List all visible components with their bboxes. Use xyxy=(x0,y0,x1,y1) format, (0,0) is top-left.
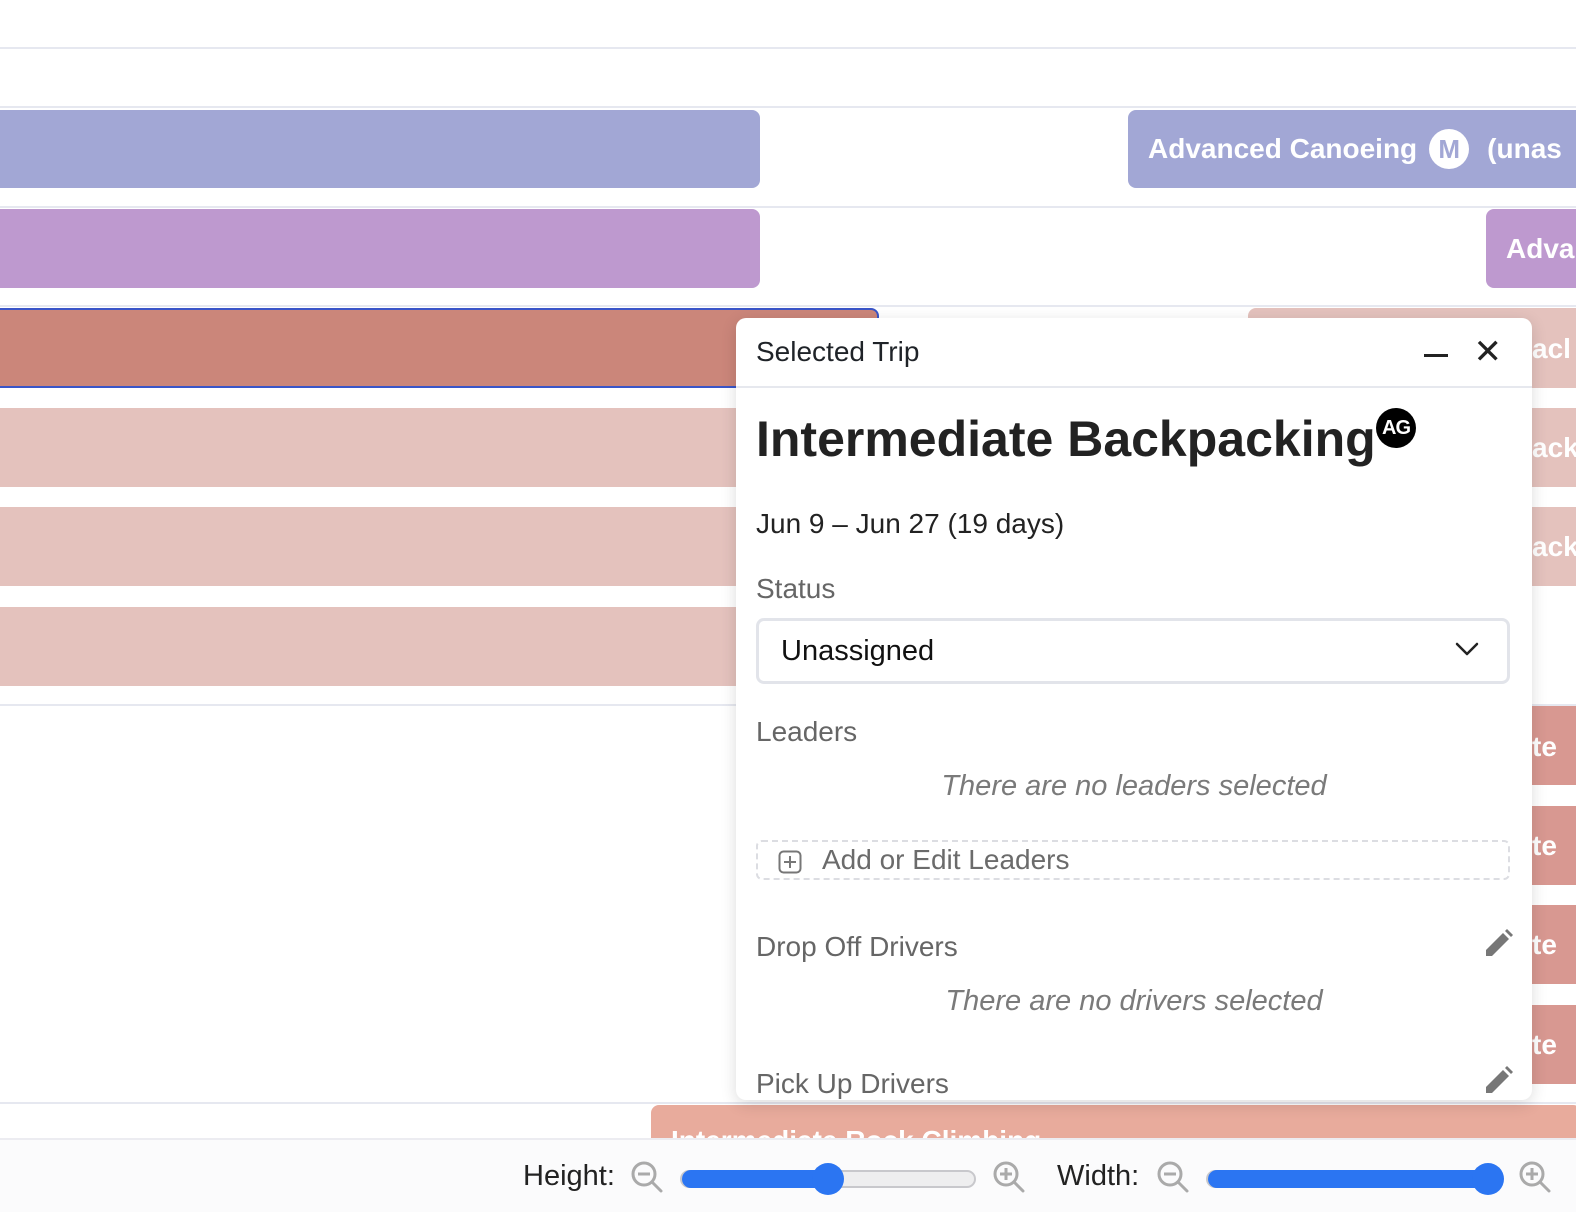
trip-bar-label: acl xyxy=(1532,333,1571,364)
trip-bar-label: te xyxy=(1532,1029,1557,1060)
slider-fill xyxy=(1208,1170,1489,1188)
trip-bar-advanced-lavender[interactable]: Adva xyxy=(1486,209,1576,288)
status-label: Status xyxy=(756,573,836,604)
trip-bar-label: Advanced Canoeing xyxy=(1148,133,1418,164)
leader-badge: M xyxy=(1429,129,1470,169)
zoom-in-icon[interactable] xyxy=(992,1160,1026,1194)
chevron-down-icon xyxy=(1455,642,1479,656)
leaders-label: Leaders xyxy=(756,716,858,747)
slider-fill xyxy=(682,1170,828,1188)
zoom-out-icon[interactable] xyxy=(630,1160,664,1194)
trip-bar-label: te xyxy=(1532,929,1557,960)
trip-bar-pink[interactable] xyxy=(0,507,748,586)
trip-badge: AG xyxy=(1376,408,1416,448)
trip-bar-pink[interactable] xyxy=(0,607,748,686)
dropoff-drivers-label: Drop Off Drivers xyxy=(756,931,958,962)
row-divider xyxy=(0,47,1576,49)
trip-bar-label: ack xyxy=(1532,432,1576,463)
edit-dropoff-pencil-icon[interactable] xyxy=(1482,928,1514,960)
trip-bar-advanced-canoeing[interactable]: Advanced Canoeing M (unas xyxy=(1128,110,1576,188)
edit-pickup-pencil-icon[interactable] xyxy=(1482,1065,1514,1097)
width-slider[interactable] xyxy=(1206,1163,1505,1195)
trip-bar-label: te xyxy=(1532,830,1557,861)
height-slider[interactable] xyxy=(680,1163,976,1195)
row-divider xyxy=(0,1102,1576,1104)
minimize-icon[interactable] xyxy=(1424,354,1448,357)
trip-bar-pink[interactable] xyxy=(0,408,748,487)
trip-bar-periwinkle[interactable] xyxy=(0,110,760,188)
status-value: Unassigned xyxy=(781,634,935,667)
trip-bar-label: Adva xyxy=(1506,232,1575,264)
panel-header: Selected Trip ✕ xyxy=(736,318,1532,388)
trip-dates: Jun 9 – Jun 27 (19 days) xyxy=(756,508,1065,539)
selected-trip-panel: Selected Trip ✕ Intermediate Backpacking… xyxy=(736,318,1532,1100)
trip-bar-selected[interactable] xyxy=(0,308,879,388)
trip-bar-lavender[interactable] xyxy=(0,209,760,288)
row-divider xyxy=(0,206,1576,208)
row-divider xyxy=(0,305,1576,307)
leaders-empty-message: There are no leaders selected xyxy=(941,770,1327,802)
trip-name: Intermediate Backpacking xyxy=(756,411,1376,467)
status-select[interactable]: Unassigned xyxy=(756,618,1510,684)
row-divider xyxy=(0,106,1576,108)
slider-thumb[interactable] xyxy=(812,1163,844,1195)
zoom-out-icon[interactable] xyxy=(1156,1160,1190,1194)
close-icon[interactable]: ✕ xyxy=(1473,333,1503,371)
dropoff-empty-message: There are no drivers selected xyxy=(945,985,1323,1017)
panel-title: Selected Trip xyxy=(756,336,920,367)
add-edit-leaders-label: Add or Edit Leaders xyxy=(822,844,1070,875)
plus-square-icon xyxy=(778,850,802,874)
height-label: Height: xyxy=(523,1160,615,1192)
width-label: Width: xyxy=(1057,1160,1140,1192)
trip-bar-status: (unas xyxy=(1487,133,1562,164)
pickup-drivers-label: Pick Up Drivers xyxy=(756,1068,949,1099)
trip-bar-label: te xyxy=(1532,731,1557,762)
slider-thumb[interactable] xyxy=(1472,1163,1505,1195)
add-edit-leaders-button[interactable]: Add or Edit Leaders xyxy=(756,840,1510,880)
zoom-in-icon[interactable] xyxy=(1518,1160,1552,1194)
trip-bar-label: ack xyxy=(1532,531,1576,562)
